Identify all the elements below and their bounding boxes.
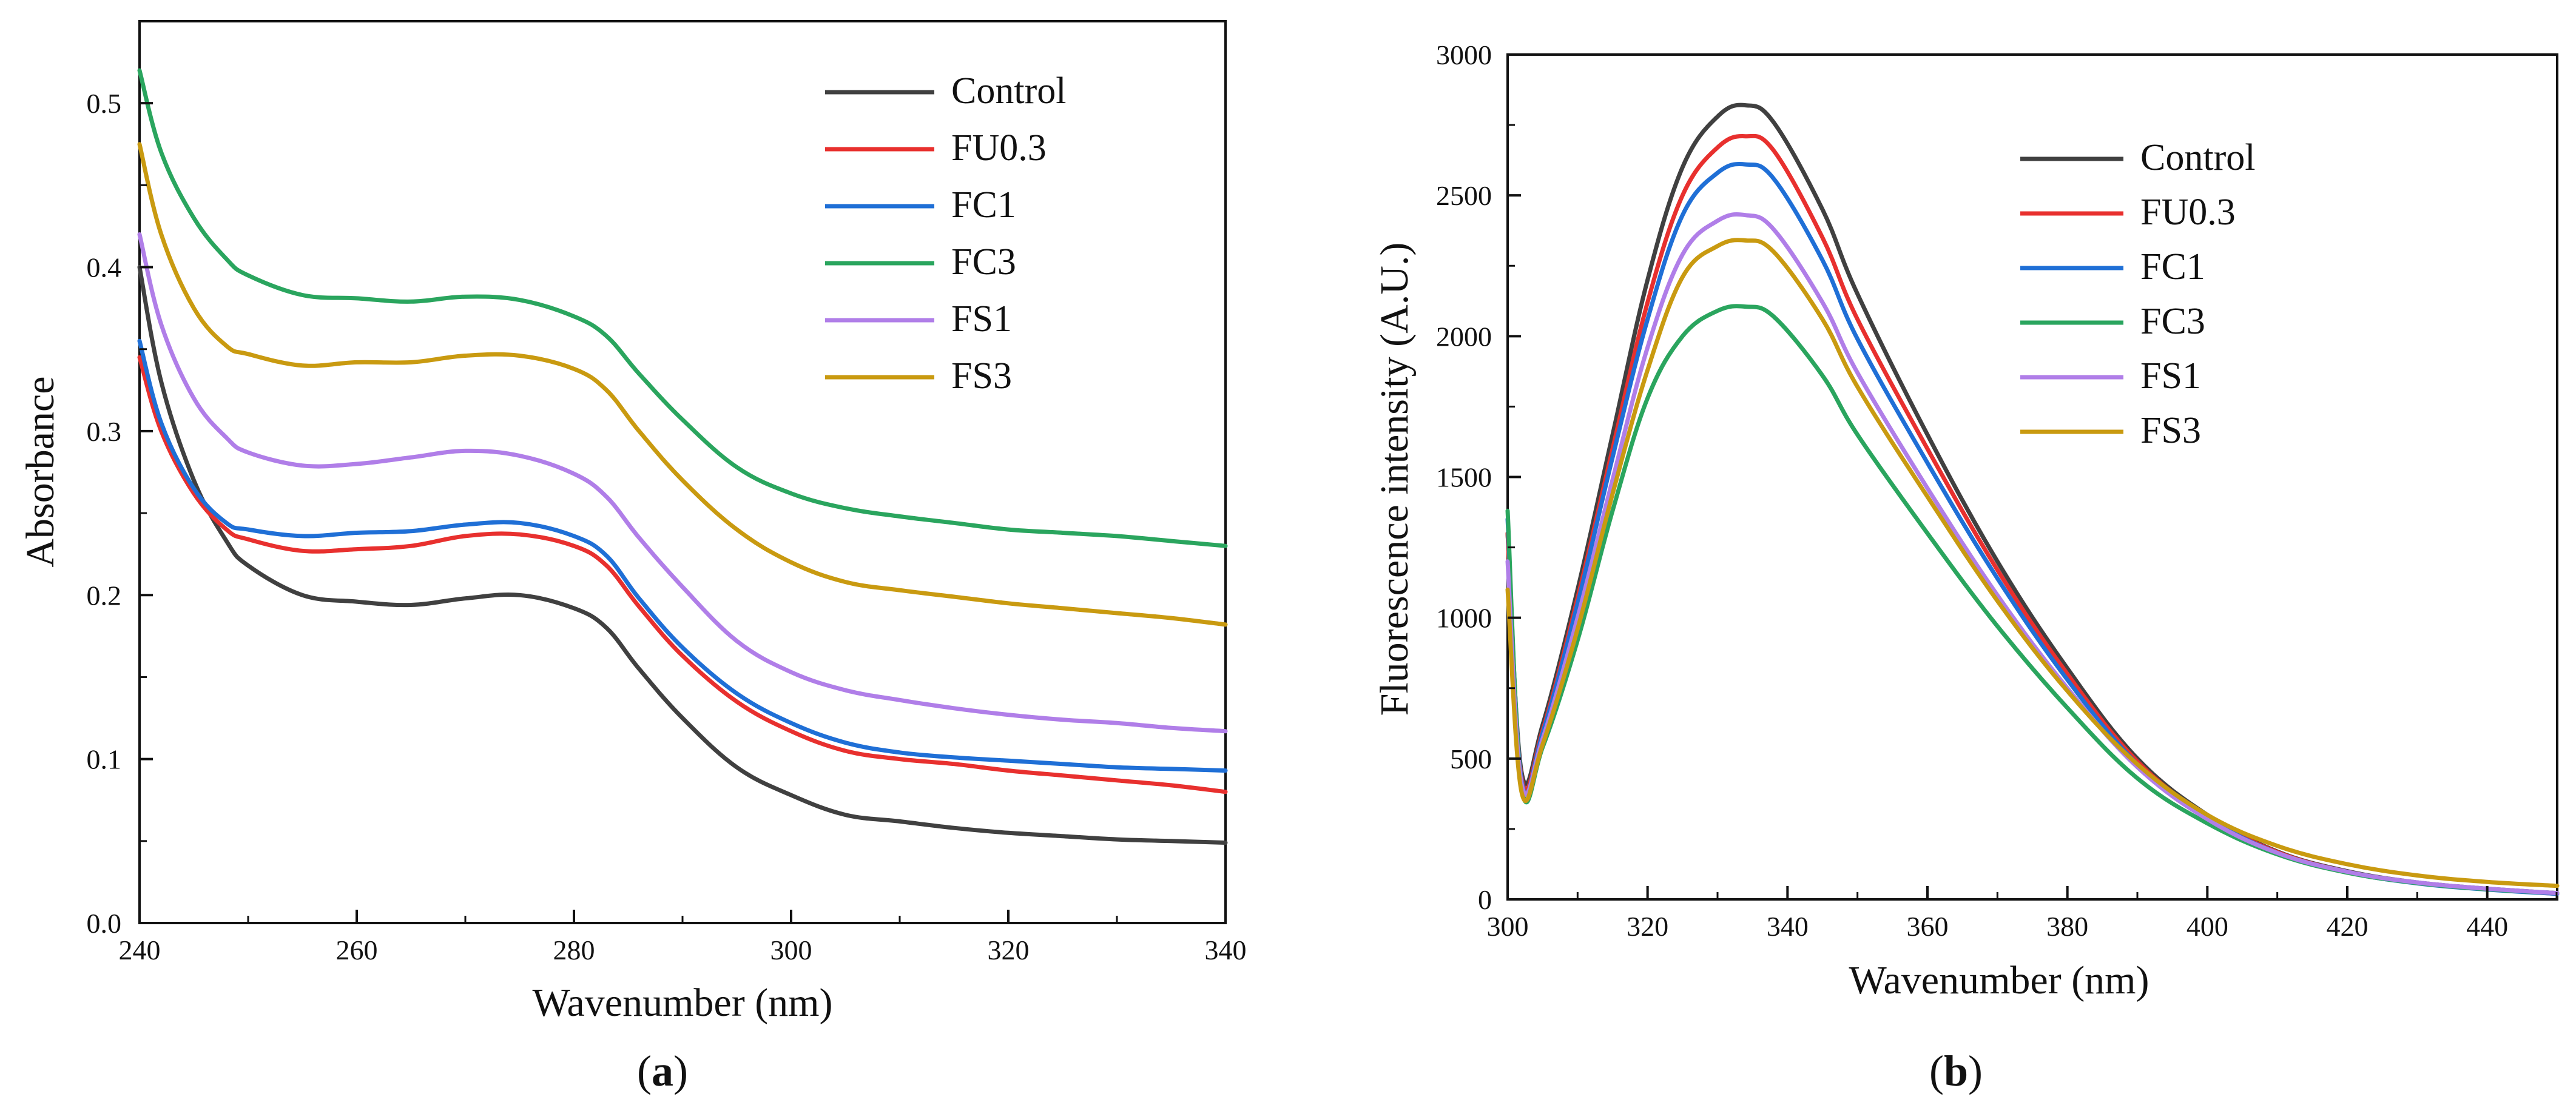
panel-label-open: ( (1929, 1047, 1944, 1095)
series-line-fc3 (1505, 304, 2560, 896)
y-tick-label: 1500 (1436, 462, 1492, 493)
legend-item-fu0-3: FU0.3 (2020, 192, 2236, 233)
x-axis-ticks: 240 260 280 300 320 340 (119, 910, 1247, 965)
series-lines (137, 68, 1228, 845)
series-line-control (137, 265, 1228, 845)
legend-label: FS3 (951, 355, 1012, 397)
series-line-control (1505, 102, 2560, 896)
series-lines (1505, 102, 2560, 896)
y-tick-label: 0.2 (87, 580, 122, 611)
series-line-fs1 (137, 232, 1228, 734)
x-axis-ticks: 300 320 340 360 380 400 420 440 (1487, 886, 2558, 942)
panel-label-close: ) (673, 1047, 688, 1095)
y-tick-label: 500 (1450, 744, 1492, 774)
y-tick-label: 0.0 (87, 908, 122, 939)
x-axis-label: Wavenumber (nm) (1849, 958, 2149, 1002)
x-tick-label: 420 (2327, 911, 2369, 942)
y-axis-ticks: 0 500 1000 1500 2000 2500 3000 (1436, 39, 1521, 915)
series-line-fu0-3 (1505, 133, 2560, 896)
legend-label: FU0.3 (951, 127, 1047, 169)
legend-label: FC1 (2140, 246, 2205, 287)
x-tick-label: 360 (1907, 911, 1949, 942)
x-tick-label: 300 (770, 935, 812, 965)
legend: Control FU0.3 FC1 FC3 FS1 FS3 (825, 70, 1066, 397)
y-tick-label: 1000 (1436, 603, 1492, 634)
y-axis-label: Fluorescence intensity (A.U.) (1372, 243, 1417, 716)
y-tick-label: 0.3 (87, 416, 122, 447)
x-tick-label: 400 (2187, 911, 2228, 942)
panel-label-b: (b) (1929, 1047, 1983, 1095)
legend: Control FU0.3 FC1 FC3 FS1 FS3 (2020, 137, 2255, 451)
legend-item-fs1: FS1 (2020, 355, 2201, 397)
panel-label-letter: b (1944, 1047, 1968, 1095)
legend-label: FS1 (2140, 355, 2201, 397)
y-axis-label: Absorbance (18, 376, 62, 567)
legend-label: FC1 (951, 184, 1016, 226)
y-tick-label: 2500 (1436, 180, 1492, 211)
panel-b-fluorescence-chart: 300 320 340 360 380 400 420 440 0 500 1000 1500 200… (1372, 39, 2560, 1095)
x-tick-label: 320 (1627, 911, 1668, 942)
x-tick-label: 320 (988, 935, 1030, 965)
legend-item-fc3: FC3 (825, 241, 1016, 283)
series-line-fu0-3 (137, 355, 1228, 794)
legend-item-fc1: FC1 (825, 184, 1016, 226)
y-tick-label: 0.5 (87, 88, 122, 119)
legend-label: FC3 (2140, 301, 2205, 342)
legend-item-fs3: FS3 (2020, 410, 2201, 451)
series-line-fc3 (137, 68, 1228, 548)
legend-item-fu0-3: FU0.3 (825, 127, 1047, 169)
legend-item-fs3: FS3 (825, 355, 1012, 397)
legend-item-fc3: FC3 (2020, 301, 2205, 342)
series-line-fc1 (137, 338, 1228, 773)
y-axis-ticks: 0.0 0.1 0.2 0.3 0.4 0.5 (87, 88, 153, 939)
legend-label: Control (951, 70, 1066, 112)
y-tick-label: 2000 (1436, 321, 1492, 352)
panel-a-absorbance-chart: 240 260 280 300 320 340 0.0 0.1 0.2 0.3 0.4 0.5 Co… (18, 20, 1247, 1095)
x-tick-label: 300 (1487, 911, 1529, 942)
y-tick-label: 0.1 (87, 744, 122, 775)
legend-item-control: Control (2020, 137, 2255, 178)
x-axis-label: Wavenumber (nm) (533, 981, 833, 1025)
x-tick-label: 340 (1205, 935, 1247, 965)
panel-label-close: ) (1968, 1047, 1983, 1095)
x-tick-label: 260 (336, 935, 378, 965)
legend-label: FU0.3 (2140, 192, 2236, 233)
legend-item-control: Control (825, 70, 1066, 112)
series-line-fs3 (137, 142, 1228, 627)
plot-frame (1506, 53, 2558, 901)
legend-label: FS1 (951, 298, 1012, 340)
x-tick-label: 280 (553, 935, 595, 965)
x-tick-label: 240 (119, 935, 161, 965)
series-line-fc1 (1505, 161, 2560, 896)
y-tick-label: 0.4 (87, 252, 122, 283)
panel-label-a: (a) (637, 1047, 688, 1095)
series-line-fs1 (1505, 212, 2560, 896)
legend-item-fs1: FS1 (825, 298, 1012, 340)
series-line-fs3 (1505, 238, 2560, 888)
panel-label-open: ( (637, 1047, 652, 1095)
legend-item-fc1: FC1 (2020, 246, 2205, 287)
panel-label-letter: a (652, 1047, 673, 1095)
x-tick-label: 340 (1767, 911, 1809, 942)
x-tick-label: 380 (2046, 911, 2088, 942)
x-tick-label: 440 (2466, 911, 2508, 942)
legend-label: Control (2140, 137, 2255, 178)
y-tick-label: 0 (1478, 884, 1492, 915)
legend-label: FC3 (951, 241, 1016, 283)
plot-frame (138, 20, 1227, 924)
legend-label: FS3 (2140, 410, 2201, 451)
y-tick-label: 3000 (1436, 39, 1492, 70)
